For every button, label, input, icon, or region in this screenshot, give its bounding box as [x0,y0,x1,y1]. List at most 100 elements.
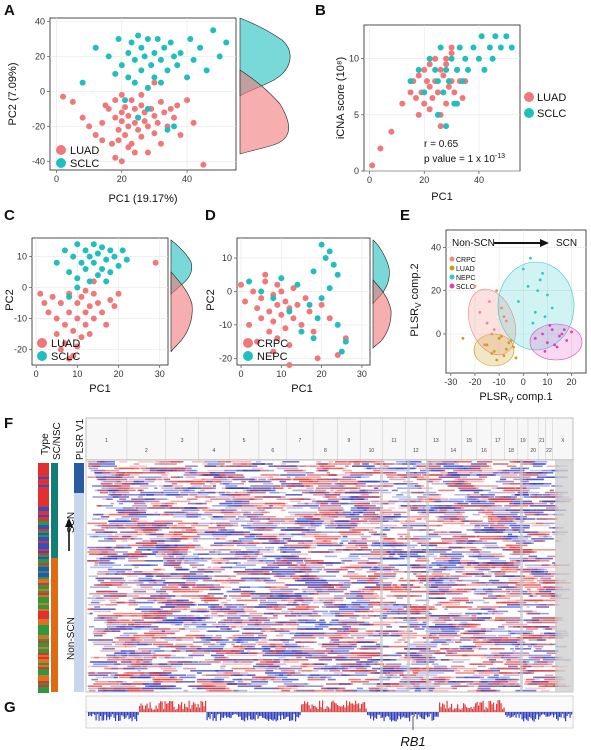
panel-a-points [60,27,230,168]
data-point-sclc [541,332,544,336]
data-point-crpc [270,348,277,355]
data-point-sclc [144,105,151,112]
density-crpc [372,279,392,349]
data-point-nepc [310,335,317,342]
data-point-nepc [536,289,540,293]
panel-g-label: G [4,699,16,716]
data-point-nepc [330,261,337,268]
data-point-sclc [443,123,450,130]
data-point-luad [423,78,430,85]
x-tick-label: 20 [567,377,577,387]
data-point-luad [415,72,422,79]
x-tick-label: -30 [444,377,457,387]
chromosome-label: 3 [181,438,184,444]
data-point-sclc [558,334,561,338]
data-point-sclc [454,100,461,107]
data-point-luad [177,132,184,139]
data-point-luad [200,161,207,168]
data-point-crpc [242,298,249,305]
data-point-luad [514,356,518,360]
data-point-crpc [274,281,281,288]
data-point-luad [69,98,76,105]
y-tick-label: 20 [35,51,45,61]
panel-f-label: F [4,415,13,432]
data-point-luad [118,118,125,125]
chromosome-label: 7 [298,438,301,444]
data-point-sclc [164,67,171,74]
data-point-luad [507,341,511,345]
data-point-nepc [526,284,530,288]
data-point-sclc [459,78,466,85]
data-point-sclc [66,293,73,300]
legend-nepc-label: NEPC [257,351,288,363]
data-point-luad [448,44,455,51]
data-point-sclc [141,53,148,60]
x-tick-label: 0 [34,369,39,379]
data-point-luad [399,100,406,107]
data-point-sclc [434,78,441,85]
chromosome-label: 19 [520,438,526,444]
data-point-sclc [70,253,77,260]
legend-nepc-label: NEPC [456,275,475,282]
data-point-crpc [266,328,273,335]
data-point-sclc [415,66,422,73]
data-point-luad [74,343,81,350]
x-tick-label: 10 [542,377,552,387]
data-point-sclc [216,53,223,60]
legend-crpc-swatch [449,256,455,262]
x-tick-label: 10 [276,369,286,379]
heatmap-cells [87,460,573,692]
data-point-sclc [478,33,485,40]
data-point-luad [131,105,138,112]
chromosome-label: 6 [271,448,274,454]
data-point-luad [437,66,444,73]
panel-e-arrow-head [540,239,549,247]
data-point-crpc [334,351,341,358]
data-point-sclc [475,55,482,62]
data-point-nepc [270,295,277,302]
data-point-nepc [326,248,333,255]
x-tick-label: -20 [468,377,481,387]
data-point-crpc [306,308,313,315]
data-point-luad [90,278,97,285]
panel-c: C 0 10 20 30 10 0 -10 -20 PC1 PC2 LUAD SCLC [4,207,193,395]
legend-sclc-label: SCLC [537,108,566,120]
data-point-luad [41,300,48,307]
y-tick-label: 10 [222,253,232,263]
data-point-sclc [560,332,564,336]
panel-e-xlabel: PLSRV comp.1 [479,391,552,405]
panel-d-ylabel: PC2 [205,289,217,310]
data-point-crpc [274,301,281,308]
side-label-non-scn: Non-SCN [66,617,77,660]
data-point-crpc [270,318,277,325]
data-point-crpc [318,301,325,308]
data-point-nepc [543,315,547,319]
legend-luad-swatch [56,145,66,155]
data-point-sclc [74,284,81,291]
panel-e-legend: CRPC LUAD NEPC SCLC [449,256,476,291]
chromosome-label: X [561,438,565,444]
data-point-sclc [131,56,138,63]
data-point-crpc [278,311,285,318]
y-tick-label: 0 [22,283,27,293]
data-point-sclc [492,33,499,40]
legend-luad-label: LUAD [537,92,566,104]
panel-a-label: A [4,2,15,19]
data-point-luad [82,321,89,328]
data-point-sclc [125,74,132,81]
data-point-luad [70,352,77,359]
data-point-luad [151,112,158,119]
data-point-crpc [278,288,285,295]
data-point-crpc [495,289,499,293]
panel-d-points [238,241,349,368]
data-point-luad [66,355,73,362]
y-tick-label: -20 [32,121,45,131]
data-point-luad [492,349,496,353]
data-point-nepc [294,281,301,288]
data-point-luad [500,334,503,338]
data-point-sclc [78,259,85,266]
data-point-sclc [443,66,450,73]
data-point-sclc [454,66,461,73]
data-point-sclc [144,84,151,91]
panel-e-ylabel: PLSRV comp.2 [409,263,423,336]
